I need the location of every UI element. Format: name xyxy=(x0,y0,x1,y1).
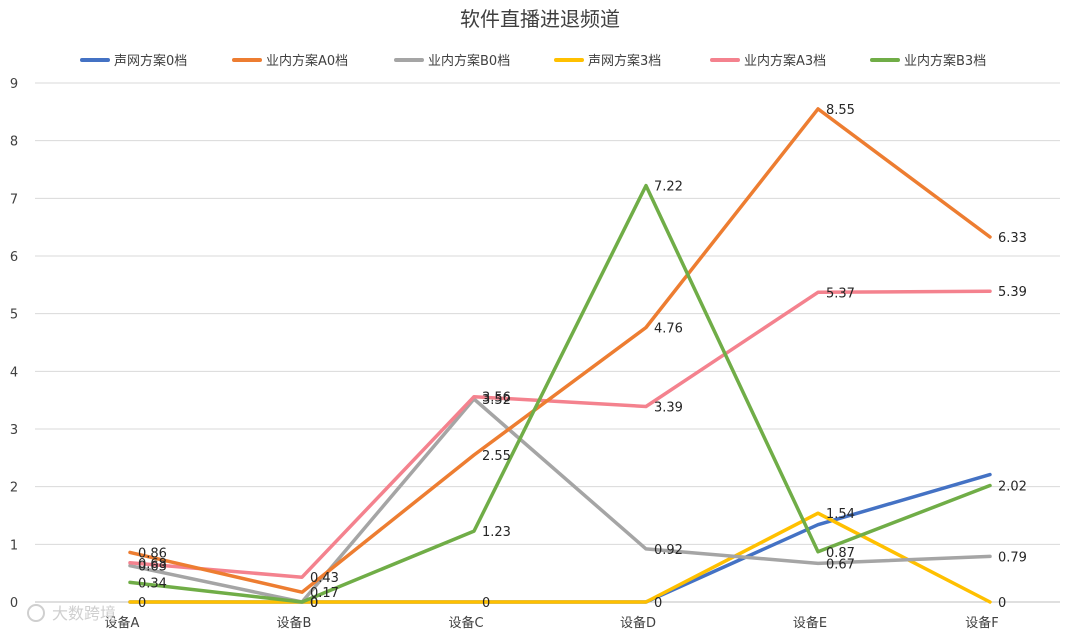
data-label: 0 xyxy=(138,596,146,611)
y-axis-ticks: 0 1 2 3 4 5 6 7 8 9 xyxy=(10,77,18,611)
x-tick-label: 设备A xyxy=(105,615,140,631)
legend-label: 业内方案B0档 xyxy=(428,53,510,69)
legend-label: 声网方案0档 xyxy=(114,53,187,69)
data-label: 3.52 xyxy=(482,393,511,408)
y-tick-label: 0 xyxy=(10,596,18,611)
x-tick-label: 设备C xyxy=(448,615,483,631)
data-label: 6.33 xyxy=(998,231,1027,246)
data-label: 2.55 xyxy=(482,449,511,464)
data-label: 0 xyxy=(654,596,662,611)
data-label: 0 xyxy=(310,596,318,611)
data-label: 8.55 xyxy=(826,103,855,118)
y-tick-label: 8 xyxy=(10,135,18,150)
data-label: 5.37 xyxy=(826,286,855,301)
data-label: 0.43 xyxy=(310,571,339,586)
watermark-logo-icon xyxy=(27,604,45,622)
data-label: 2.02 xyxy=(998,480,1027,495)
data-label: 0.63 xyxy=(138,560,167,575)
data-label: 0.17 xyxy=(310,586,339,601)
data-label: 0.86 xyxy=(138,546,167,561)
x-tick-label: 设备E xyxy=(793,615,827,631)
y-tick-label: 4 xyxy=(10,365,18,380)
legend-label: 业内方案A3档 xyxy=(744,53,826,69)
data-label: 0.92 xyxy=(654,543,683,558)
data-label: 3.39 xyxy=(654,401,683,416)
data-label: 1.23 xyxy=(482,525,511,540)
series-lines xyxy=(128,107,992,604)
series-line xyxy=(128,289,992,579)
data-label: 0.68 xyxy=(138,557,167,572)
chart-title: 软件直播进退频道 xyxy=(460,7,620,31)
series-line xyxy=(128,511,992,604)
x-axis-ticks: 设备A 设备B 设备C 设备D 设备E 设备F xyxy=(105,615,999,631)
y-tick-label: 1 xyxy=(10,538,18,553)
data-label: 4.76 xyxy=(654,322,683,337)
x-tick-label: 设备B xyxy=(277,615,312,631)
data-label: 0 xyxy=(482,596,490,611)
data-label: 7.22 xyxy=(654,180,683,195)
data-label: 3.56 xyxy=(482,391,511,406)
series-line xyxy=(128,107,992,594)
data-label: 1.54 xyxy=(826,507,855,522)
data-label: 0.79 xyxy=(998,550,1027,565)
data-label: 0.87 xyxy=(826,546,855,561)
y-tick-label: 6 xyxy=(10,250,18,265)
x-tick-label: 设备F xyxy=(965,615,998,631)
x-tick-label: 设备D xyxy=(620,615,656,631)
y-tick-label: 9 xyxy=(10,77,18,92)
y-tick-label: 5 xyxy=(10,308,18,323)
data-label: 5.39 xyxy=(998,285,1027,300)
series-line xyxy=(128,397,992,604)
watermark-text: 大数跨境 xyxy=(52,604,116,623)
legend-label: 业内方案B3档 xyxy=(904,53,986,69)
data-label: 0 xyxy=(998,596,1006,611)
watermark: 大数跨境 xyxy=(27,604,116,623)
series-line xyxy=(128,183,992,604)
legend-label: 业内方案A0档 xyxy=(266,53,348,69)
data-label: 0 xyxy=(310,596,318,611)
data-label: 0.67 xyxy=(826,557,855,572)
data-label: 0.34 xyxy=(138,576,167,591)
y-tick-label: 2 xyxy=(10,481,18,496)
legend-label: 声网方案3档 xyxy=(588,53,661,69)
data-label: 0 xyxy=(310,596,318,611)
gridlines xyxy=(35,82,1060,603)
y-tick-label: 3 xyxy=(10,423,18,438)
data-labels: 0.86 0.17 2.55 4.76 8.55 6.33 0.63 0 3.52 0.92 0.6… xyxy=(138,103,1027,611)
legend: 声网方案0档 业内方案A0档 业内方案B0档 声网方案3档 业内方案A3档 业内方案B3档 xyxy=(80,53,986,69)
y-tick-label: 7 xyxy=(10,192,18,207)
